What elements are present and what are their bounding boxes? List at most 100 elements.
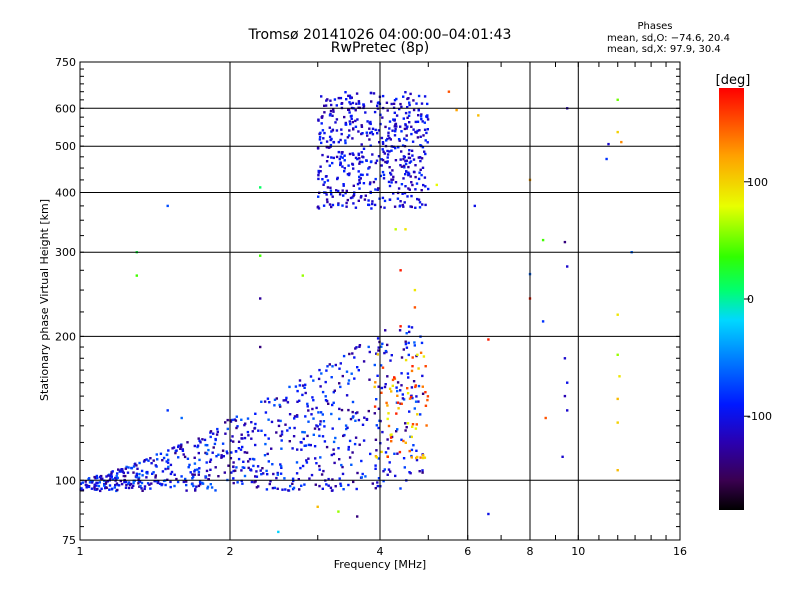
data-point bbox=[414, 164, 417, 167]
data-point bbox=[171, 447, 174, 450]
data-point bbox=[157, 479, 160, 483]
data-point bbox=[360, 459, 363, 463]
data-point bbox=[146, 472, 149, 475]
data-point bbox=[426, 102, 429, 106]
data-point bbox=[327, 484, 330, 487]
data-point bbox=[332, 452, 336, 456]
data-point bbox=[383, 199, 387, 203]
data-point bbox=[347, 382, 350, 385]
data-point bbox=[169, 472, 173, 476]
data-point bbox=[241, 466, 244, 469]
data-point bbox=[120, 482, 124, 486]
data-point bbox=[127, 486, 131, 490]
data-point bbox=[169, 485, 172, 489]
data-point bbox=[315, 424, 318, 427]
data-point bbox=[390, 440, 393, 443]
data-point bbox=[147, 459, 150, 462]
data-point bbox=[241, 445, 244, 449]
data-point bbox=[153, 479, 156, 483]
data-point bbox=[254, 412, 257, 415]
data-point bbox=[401, 393, 404, 396]
data-point bbox=[399, 269, 402, 272]
data-point bbox=[411, 183, 414, 187]
phase-stats-o-mode: mean, sd,O: −74.6, 20.4 bbox=[607, 33, 730, 44]
data-point bbox=[347, 445, 350, 449]
data-point bbox=[397, 138, 401, 141]
data-point bbox=[374, 161, 377, 165]
data-point bbox=[131, 486, 134, 489]
data-point bbox=[321, 413, 324, 416]
data-point bbox=[137, 482, 140, 485]
data-point bbox=[374, 464, 377, 467]
data-point bbox=[352, 167, 355, 170]
data-point bbox=[338, 458, 341, 461]
data-point bbox=[362, 104, 366, 108]
data-point bbox=[285, 396, 288, 400]
data-point bbox=[270, 420, 274, 424]
data-point bbox=[418, 156, 422, 159]
data-point bbox=[266, 452, 269, 456]
data-point bbox=[347, 379, 351, 382]
data-point bbox=[354, 347, 357, 350]
data-point bbox=[383, 385, 387, 389]
data-point bbox=[342, 184, 345, 187]
data-point bbox=[214, 437, 217, 441]
data-point bbox=[319, 420, 322, 423]
data-point bbox=[417, 94, 421, 98]
data-point bbox=[350, 117, 353, 120]
data-point bbox=[332, 140, 335, 144]
data-point bbox=[273, 486, 276, 490]
data-point bbox=[343, 115, 346, 119]
data-point bbox=[351, 196, 354, 199]
data-point bbox=[387, 412, 390, 415]
data-point bbox=[418, 171, 421, 174]
data-point bbox=[398, 329, 402, 332]
data-point bbox=[403, 201, 406, 204]
data-point bbox=[324, 399, 328, 402]
data-point bbox=[262, 472, 265, 475]
data-point bbox=[357, 100, 361, 103]
data-point bbox=[327, 477, 330, 481]
data-point bbox=[303, 444, 306, 447]
data-point bbox=[376, 353, 379, 356]
data-point bbox=[410, 435, 413, 439]
data-point bbox=[412, 99, 415, 102]
data-point bbox=[345, 205, 348, 208]
data-point bbox=[620, 140, 623, 144]
data-point bbox=[323, 181, 326, 184]
data-point bbox=[104, 482, 108, 485]
data-point bbox=[358, 175, 361, 179]
data-point bbox=[332, 156, 335, 160]
data-point bbox=[398, 139, 401, 142]
data-point bbox=[341, 165, 344, 168]
data-point bbox=[411, 365, 414, 368]
data-point bbox=[344, 191, 347, 195]
data-point bbox=[344, 424, 348, 427]
data-point bbox=[304, 444, 308, 447]
data-point bbox=[135, 476, 138, 479]
data-point bbox=[334, 436, 337, 440]
data-point bbox=[105, 475, 108, 478]
data-point bbox=[402, 117, 405, 120]
colorbar-tick-label: 0 bbox=[747, 293, 754, 306]
data-point bbox=[312, 379, 315, 382]
data-point bbox=[410, 326, 414, 329]
data-point bbox=[358, 157, 361, 160]
data-point bbox=[216, 430, 219, 434]
data-point bbox=[325, 445, 329, 449]
data-point bbox=[401, 192, 404, 195]
data-point bbox=[209, 483, 212, 486]
data-point bbox=[247, 434, 250, 437]
data-point bbox=[417, 177, 421, 181]
data-point bbox=[406, 392, 410, 395]
data-point bbox=[173, 484, 176, 488]
data-point bbox=[358, 344, 362, 347]
data-point bbox=[408, 410, 411, 413]
data-point bbox=[140, 469, 144, 473]
data-point bbox=[422, 183, 425, 187]
data-point bbox=[164, 467, 167, 471]
data-point bbox=[421, 392, 425, 395]
data-point bbox=[167, 467, 170, 470]
data-point bbox=[302, 437, 305, 441]
data-point bbox=[363, 198, 367, 201]
